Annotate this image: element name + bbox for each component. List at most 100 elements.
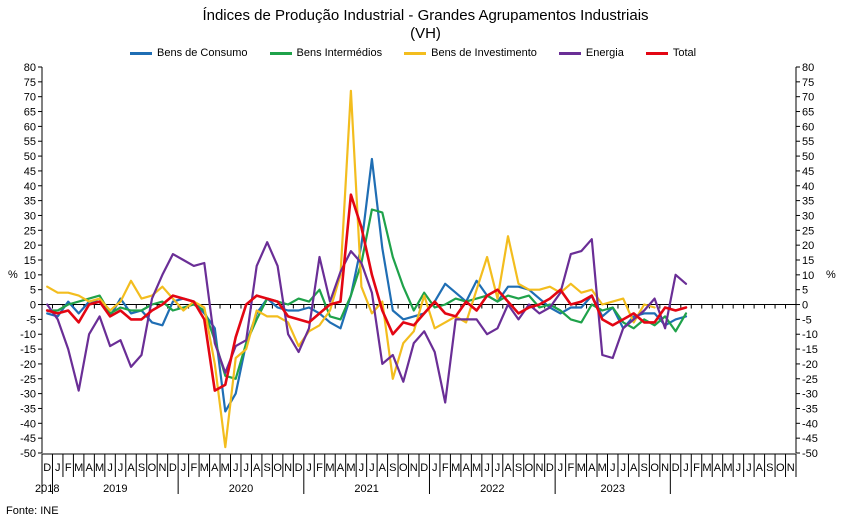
x-tick-label-month: D	[672, 462, 680, 474]
y-tick-label-right: 0	[802, 300, 808, 312]
legend-swatch-energia	[558, 51, 581, 55]
x-tick-label-month: A	[462, 462, 470, 474]
x-tick-label-month: O	[399, 462, 408, 474]
y-tick-label-right: -5	[802, 314, 812, 326]
y-tick-label-right: -10	[802, 329, 818, 341]
y-tick-label-right: 55	[802, 136, 814, 148]
x-tick-label-month: A	[337, 462, 345, 474]
y-tick-label-left: 70	[24, 92, 36, 104]
y-tick-label-left: 55	[24, 136, 36, 148]
x-tick-label-month: D	[169, 462, 177, 474]
x-tick-label-month: M	[95, 462, 104, 474]
x-tick-label-month: J	[610, 462, 616, 474]
x-tick-label-year: 2023	[600, 483, 624, 495]
x-tick-label-month: F	[190, 462, 197, 474]
x-tick-label-month: N	[158, 462, 166, 474]
y-tick-label-right: 45	[802, 166, 814, 178]
y-tick-label-right: 80	[802, 62, 814, 74]
y-tick-label-right: 65	[802, 107, 814, 119]
legend-swatch-bens-de-investimento	[404, 51, 427, 55]
y-tick-label-left: 40	[24, 181, 36, 193]
y-tick-label-right: 20	[802, 240, 814, 252]
y-tick-label-left: 0	[30, 300, 36, 312]
x-tick-label-month: J	[683, 462, 689, 474]
y-tick-label-right: 15	[802, 255, 814, 267]
x-tick-label-month: A	[588, 462, 596, 474]
x-tick-label-month: S	[389, 462, 396, 474]
legend-item-total: Total	[645, 47, 696, 59]
x-tick-label-month: D	[295, 462, 303, 474]
x-tick-label-month: A	[504, 462, 512, 474]
x-tick-label-month: S	[263, 462, 270, 474]
series-line-bens-de-investimento	[46, 89, 656, 449]
y-tick-label-left: 15	[24, 255, 36, 267]
x-tick-label-month: S	[640, 462, 647, 474]
x-tick-label-month: O	[273, 462, 282, 474]
y-tick-label-right: 40	[802, 181, 814, 193]
x-tick-label-month: J	[558, 462, 564, 474]
y-tick-label-left: 75	[24, 77, 36, 89]
x-tick-label-month: M	[472, 462, 481, 474]
x-tick-label-month: S	[515, 462, 522, 474]
x-tick-label-month: F	[442, 462, 449, 474]
x-tick-label-month: D	[546, 462, 554, 474]
x-tick-label-month: J	[55, 462, 61, 474]
y-tick-label-right: 10	[802, 270, 814, 282]
y-tick-label-left: 45	[24, 166, 36, 178]
y-tick-label-right: 35	[802, 196, 814, 208]
x-tick-label-month: A	[253, 462, 261, 474]
x-tick-label-month: J	[233, 462, 239, 474]
x-tick-label-month: N	[410, 462, 418, 474]
chart-subtitle: (VH)	[410, 25, 441, 42]
y-tick-label-left: 80	[24, 62, 36, 74]
y-tick-label-right: 60	[802, 121, 814, 133]
x-tick-label-month: F	[65, 462, 72, 474]
x-tick-label-month: M	[451, 462, 460, 474]
y-tick-label-left: 50	[24, 151, 36, 163]
x-tick-label-month: A	[756, 462, 764, 474]
y-axis-unit-right: %	[826, 269, 836, 281]
x-tick-label-month: A	[630, 462, 638, 474]
x-tick-label-year: 2018	[35, 483, 59, 495]
x-tick-label-month: J	[118, 462, 124, 474]
x-tick-label-month: J	[495, 462, 501, 474]
y-tick-label-right: -20	[802, 359, 818, 371]
series-line-energia	[46, 238, 688, 404]
y-tick-label-right: -15	[802, 344, 818, 356]
x-tick-label-month: O	[650, 462, 659, 474]
y-tick-label-left: 10	[24, 270, 36, 282]
series-line-total	[45, 193, 688, 392]
x-tick-label-month: S	[766, 462, 773, 474]
chart-legend: Bens de Consumo Bens Intermédios Bens de…	[130, 47, 696, 59]
x-tick-label-year: 2020	[229, 483, 253, 495]
y-tick-label-left: -20	[20, 359, 36, 371]
y-tick-label-left: 35	[24, 196, 36, 208]
x-tick-label-month: J	[359, 462, 365, 474]
legend-label-bens-de-investimento: Bens de Investimento	[431, 47, 537, 59]
y-tick-label-left: -5	[26, 314, 36, 326]
x-tick-label-month: M	[598, 462, 607, 474]
legend-item-bens-de-consumo: Bens de Consumo	[130, 47, 248, 59]
x-tick-label-month: M	[74, 462, 83, 474]
y-tick-label-right: -40	[802, 418, 818, 430]
x-tick-label-month: D	[43, 462, 51, 474]
y-tick-label-left: 25	[24, 225, 36, 237]
y-tick-label-right: 25	[802, 225, 814, 237]
y-tick-label-right: 50	[802, 151, 814, 163]
y-tick-label-left: -10	[20, 329, 36, 341]
y-tick-label-left: -35	[20, 403, 36, 415]
y-tick-label-left: 5	[30, 285, 36, 297]
x-tick-label-month: A	[379, 462, 387, 474]
x-tick-label-month: F	[316, 462, 323, 474]
y-tick-label-right: 75	[802, 77, 814, 89]
legend-label-bens-intermedios: Bens Intermédios	[296, 47, 383, 59]
x-tick-label-month: M	[325, 462, 334, 474]
x-tick-label-month: M	[577, 462, 586, 474]
x-tick-label-month: A	[211, 462, 219, 474]
x-tick-label-month: J	[243, 462, 249, 474]
x-tick-label-year: 2021	[354, 483, 378, 495]
x-tick-label-month: J	[746, 462, 752, 474]
x-tick-label-month: D	[420, 462, 428, 474]
x-tick-label-month: S	[138, 462, 145, 474]
